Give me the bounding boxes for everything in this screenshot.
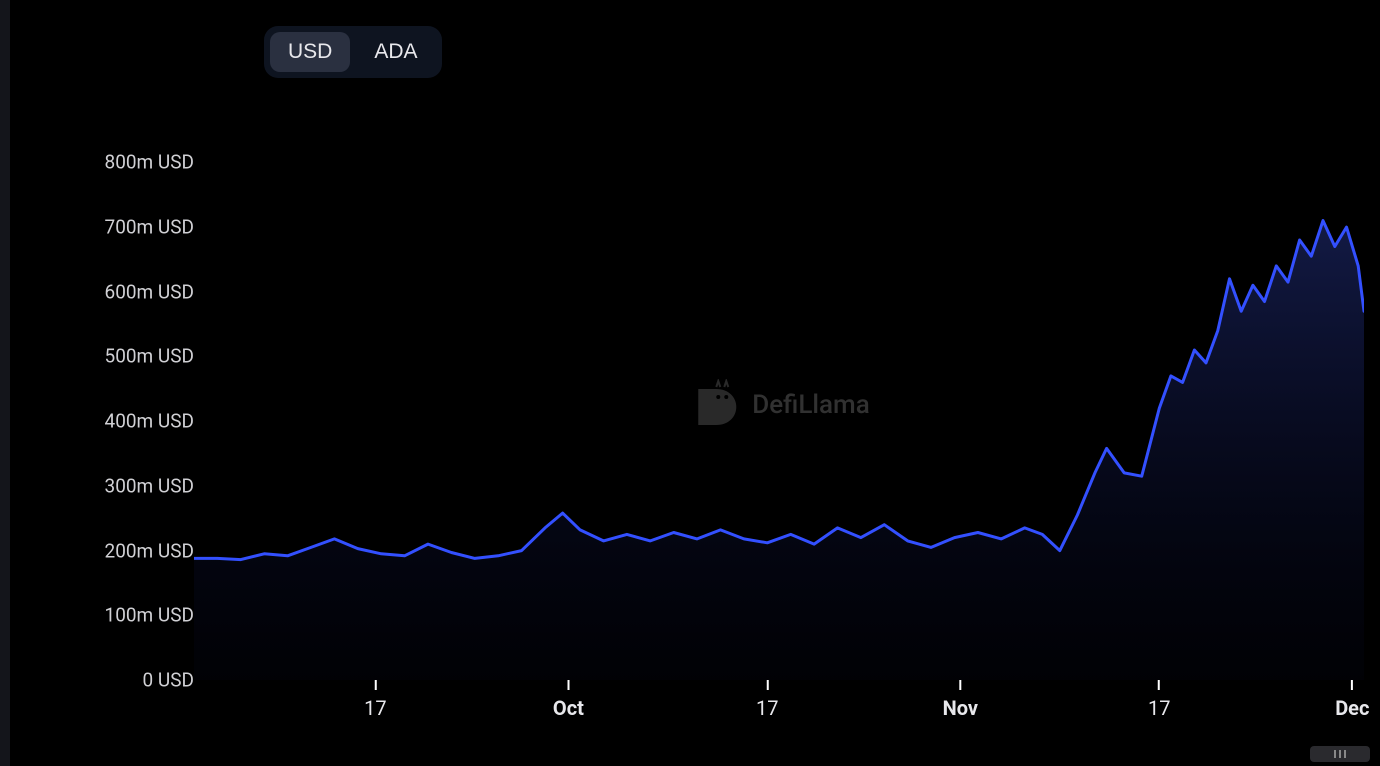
y-axis-tick-label: 600m USD <box>105 280 194 303</box>
left-sidebar-edge <box>0 0 10 766</box>
y-axis-tick-label: 200m USD <box>105 539 194 562</box>
y-axis-tick-label: 500m USD <box>105 345 194 368</box>
x-axis-tick: 17 <box>756 680 778 720</box>
x-axis-tick-label: 17 <box>364 696 386 720</box>
y-axis-tick-label: 700m USD <box>105 216 194 239</box>
x-axis-tick-label: Nov <box>943 696 978 720</box>
chart-plot-area[interactable]: DefiLlama <box>194 130 1364 680</box>
y-axis-tick-label: 100m USD <box>105 604 194 627</box>
x-axis-labels: 17Oct17Nov17Dec <box>194 680 1364 720</box>
resize-handle[interactable] <box>1310 746 1370 762</box>
tvl-chart: 0 USD 100m USD 200m USD 300m USD 400m USD 500… <box>44 130 1364 720</box>
y-axis-tick-label: 400m USD <box>105 410 194 433</box>
x-axis-tick-label: 17 <box>756 696 778 720</box>
x-axis-tick: 17 <box>1148 680 1170 720</box>
y-axis-tick-label: 300m USD <box>105 474 194 497</box>
y-axis-tick-label: 800m USD <box>105 151 194 174</box>
x-axis-tick: Dec <box>1335 680 1369 720</box>
y-axis-tick-label: 0 USD <box>143 669 194 692</box>
x-axis-tick: Oct <box>553 680 584 720</box>
chart-container: USD ADA 0 USD 100m USD 200m USD 300m USD 400… <box>0 0 1380 766</box>
grip-icon <box>1334 750 1346 758</box>
x-axis-tick: 17 <box>364 680 386 720</box>
x-axis-tick-label: Oct <box>553 696 584 720</box>
x-axis-tick: Nov <box>943 680 978 720</box>
x-axis-tick-label: 17 <box>1148 696 1170 720</box>
currency-toggle-usd[interactable]: USD <box>270 32 350 72</box>
y-axis-labels: 0 USD100m USD200m USD300m USD400m USD500… <box>44 130 194 680</box>
currency-toggle-group: USD ADA <box>264 26 442 78</box>
x-axis-tick-label: Dec <box>1335 696 1369 720</box>
currency-toggle-ada[interactable]: ADA <box>356 32 435 72</box>
